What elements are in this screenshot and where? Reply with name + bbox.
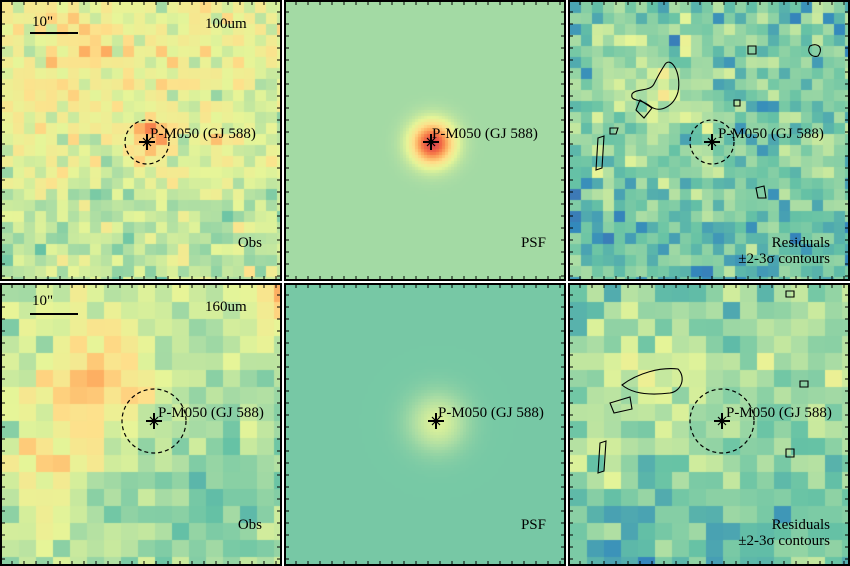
psf-100um-image: [286, 2, 564, 279]
residuals-label: Residuals: [771, 235, 830, 251]
psf-100um-overlay: [286, 2, 564, 279]
residuals-100um-overlay: [570, 2, 848, 279]
residual-contour: [631, 61, 680, 110]
contours-label: ±2-3σ contours: [738, 251, 830, 267]
obs-label: Obs: [237, 517, 262, 533]
source-label: P-M050 (GJ 588): [718, 126, 824, 142]
psf-160um-overlay: [286, 285, 564, 564]
source-x-marker: [142, 137, 152, 147]
source-x-marker: [426, 137, 436, 147]
source-label: P-M050 (GJ 588): [158, 405, 264, 421]
residual-contour: [733, 99, 741, 107]
residual-contour: [609, 127, 619, 135]
aperture-circle: [121, 388, 187, 454]
residuals-160um-overlay: [570, 285, 848, 564]
obs-100um-panel: 10" 100um P-M050 (GJ 588) Obs: [0, 0, 282, 281]
source-x-marker: [717, 416, 727, 426]
residuals-label: Residuals: [771, 517, 830, 533]
residual-contour: [597, 440, 607, 474]
residuals-100um-image: [570, 2, 848, 279]
source-label: P-M050 (GJ 588): [438, 405, 544, 421]
obs-100um-overlay: [2, 2, 280, 279]
obs-160um-image: [2, 285, 280, 564]
source-x-marker: [149, 416, 159, 426]
psf-label: PSF: [520, 235, 546, 251]
obs-160um-panel: 10" 160um P-M050 (GJ 588) Obs: [0, 283, 282, 566]
contours-label: ±2-3σ contours: [738, 533, 830, 549]
residual-contour: [621, 368, 683, 395]
aperture-circle: [689, 388, 755, 454]
band-label-160um: 160um: [205, 299, 247, 315]
psf-160um-image: [286, 285, 564, 564]
source-label: P-M050 (GJ 588): [432, 126, 538, 142]
band-label-100um: 100um: [205, 16, 247, 32]
obs-160um-overlay: [2, 285, 280, 564]
psf-100um-panel: P-M050 (GJ 588) PSF: [284, 0, 566, 281]
residual-contour: [755, 185, 767, 199]
obs-label: Obs: [237, 235, 262, 251]
residual-contour: [785, 448, 795, 458]
source-label: P-M050 (GJ 588): [150, 126, 256, 142]
psf-160um-panel: P-M050 (GJ 588) PSF: [284, 283, 566, 566]
scale-bar-label: 10": [32, 293, 54, 309]
residuals-100um-panel: P-M050 (GJ 588) Residuals ±2-3σ contours: [568, 0, 850, 281]
residual-contour: [635, 99, 653, 119]
residual-contour: [785, 290, 795, 298]
source-x-marker: [431, 416, 441, 426]
residual-contour: [747, 45, 757, 55]
scale-bar-label: 10": [32, 14, 54, 30]
source-label: P-M050 (GJ 588): [726, 405, 832, 421]
obs-100um-image: [2, 2, 280, 279]
residuals-160um-image: [570, 285, 848, 564]
psf-label: PSF: [520, 517, 546, 533]
aperture-circle: [124, 119, 170, 165]
residual-contour: [808, 44, 821, 57]
residual-contour: [799, 380, 809, 388]
aperture-circle: [689, 119, 735, 165]
residuals-160um-panel: P-M050 (GJ 588) Residuals ±2-3σ contours: [568, 283, 850, 566]
residual-contour: [595, 135, 605, 171]
residual-contour: [609, 396, 633, 414]
source-x-marker: [707, 137, 717, 147]
